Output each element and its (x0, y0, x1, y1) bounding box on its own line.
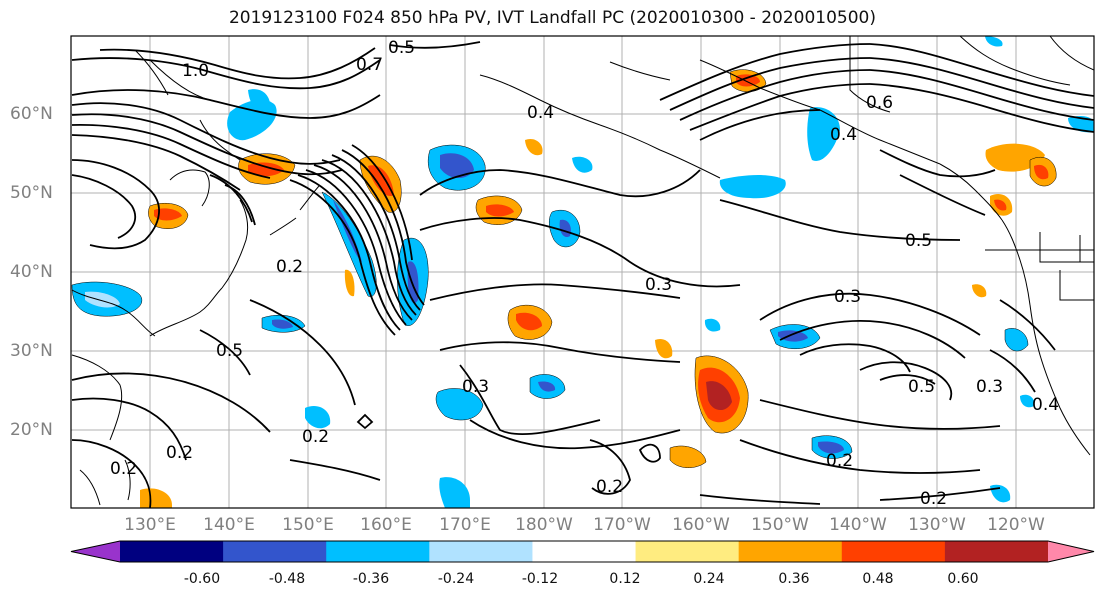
colorbar-box (429, 541, 533, 562)
lat-label: 40°N (10, 262, 53, 282)
coastlines (71, 36, 1094, 506)
ivt-contours (71, 41, 1094, 508)
colorbar-box (944, 541, 1049, 562)
colorbar-outline (70, 540, 1095, 563)
lon-label: 160°W (672, 515, 730, 535)
lon-label: 160°E (360, 515, 412, 535)
contour-label: 0.4 (527, 103, 554, 123)
colorbar-extend-low (71, 541, 120, 562)
contour-label: 0.7 (356, 55, 383, 75)
lon-label: 150°E (282, 515, 334, 535)
colorbar-box (326, 541, 430, 562)
contour-label: 0.4 (1032, 395, 1059, 415)
contour-label: 0.2 (596, 477, 623, 497)
lon-label: 140°E (203, 515, 255, 535)
colorbar-tick-label: -0.24 (437, 571, 475, 587)
lon-label: 170°W (593, 515, 651, 535)
contour-label: 1.0 (182, 61, 209, 81)
contour-label: 0.3 (645, 275, 672, 295)
contour-labels: 0.5 0.7 1.0 0.4 0.2 0.6 0.4 0.2 0.5 0.3 … (110, 38, 1059, 509)
colorbar (70, 540, 1095, 563)
lat-label: 50°N (10, 183, 53, 203)
map-title: 2019123100 F024 850 hPa PV, IVT Landfall… (228, 8, 876, 28)
contour-label: 0.2 (302, 427, 329, 447)
lon-label: 170°E (439, 515, 491, 535)
map-panel: 0.5 0.7 1.0 0.4 0.2 0.6 0.4 0.2 0.5 0.3 … (71, 36, 1094, 509)
gridlines (71, 36, 1094, 508)
lon-label: 180°W (515, 515, 573, 535)
contour-label: 0.6 (866, 93, 893, 113)
contour-label: 0.3 (976, 377, 1003, 397)
lon-label: 120°W (987, 515, 1045, 535)
colorbar-tick-label: 0.36 (778, 571, 810, 587)
colorbar-extend-high (1048, 541, 1094, 562)
lat-label: 60°N (10, 104, 53, 124)
contour-label: 0.3 (462, 377, 489, 397)
colorbar-tick-label: -0.60 (183, 571, 221, 587)
contour-label: 0.5 (388, 38, 415, 58)
lon-label: 130°E (124, 515, 176, 535)
contour-label: 0.5 (908, 377, 935, 397)
colorbar-box (120, 541, 224, 562)
pv-shading (71, 36, 1094, 508)
colorbar-tick-label: -0.48 (268, 571, 306, 587)
lon-label: 130°W (908, 515, 966, 535)
contour-label: 0.2 (166, 443, 193, 463)
colorbar-tick-label: 0.24 (693, 571, 725, 587)
colorbar-box (223, 541, 327, 562)
colorbar-tick-label: 0.12 (609, 571, 641, 587)
lon-label: 150°W (751, 515, 809, 535)
colorbar-box (738, 541, 843, 562)
contour-label: 0.2 (276, 257, 303, 277)
map-frame (70, 35, 1095, 509)
lat-label: 30°N (10, 341, 53, 361)
lon-label: 140°W (829, 515, 887, 535)
contour-label: 0.4 (830, 125, 857, 145)
contour-label: 0.2 (826, 451, 853, 471)
contour-label: 0.2 (110, 459, 137, 479)
colorbar-box (841, 541, 946, 562)
colorbar-box (635, 541, 740, 562)
contour-label: 0.5 (905, 231, 932, 251)
contour-label: 0.3 (834, 287, 861, 307)
colorbar-tick-label: 0.48 (862, 571, 894, 587)
lat-label: 20°N (10, 420, 53, 440)
colorbar-box (532, 541, 637, 562)
contour-label: 0.2 (920, 489, 947, 509)
colorbar-tick-label: -0.12 (521, 571, 559, 587)
colorbar-tick-label: -0.36 (352, 571, 390, 587)
contour-label: 0.5 (216, 341, 243, 361)
colorbar-tick-label: 0.60 (947, 571, 979, 587)
